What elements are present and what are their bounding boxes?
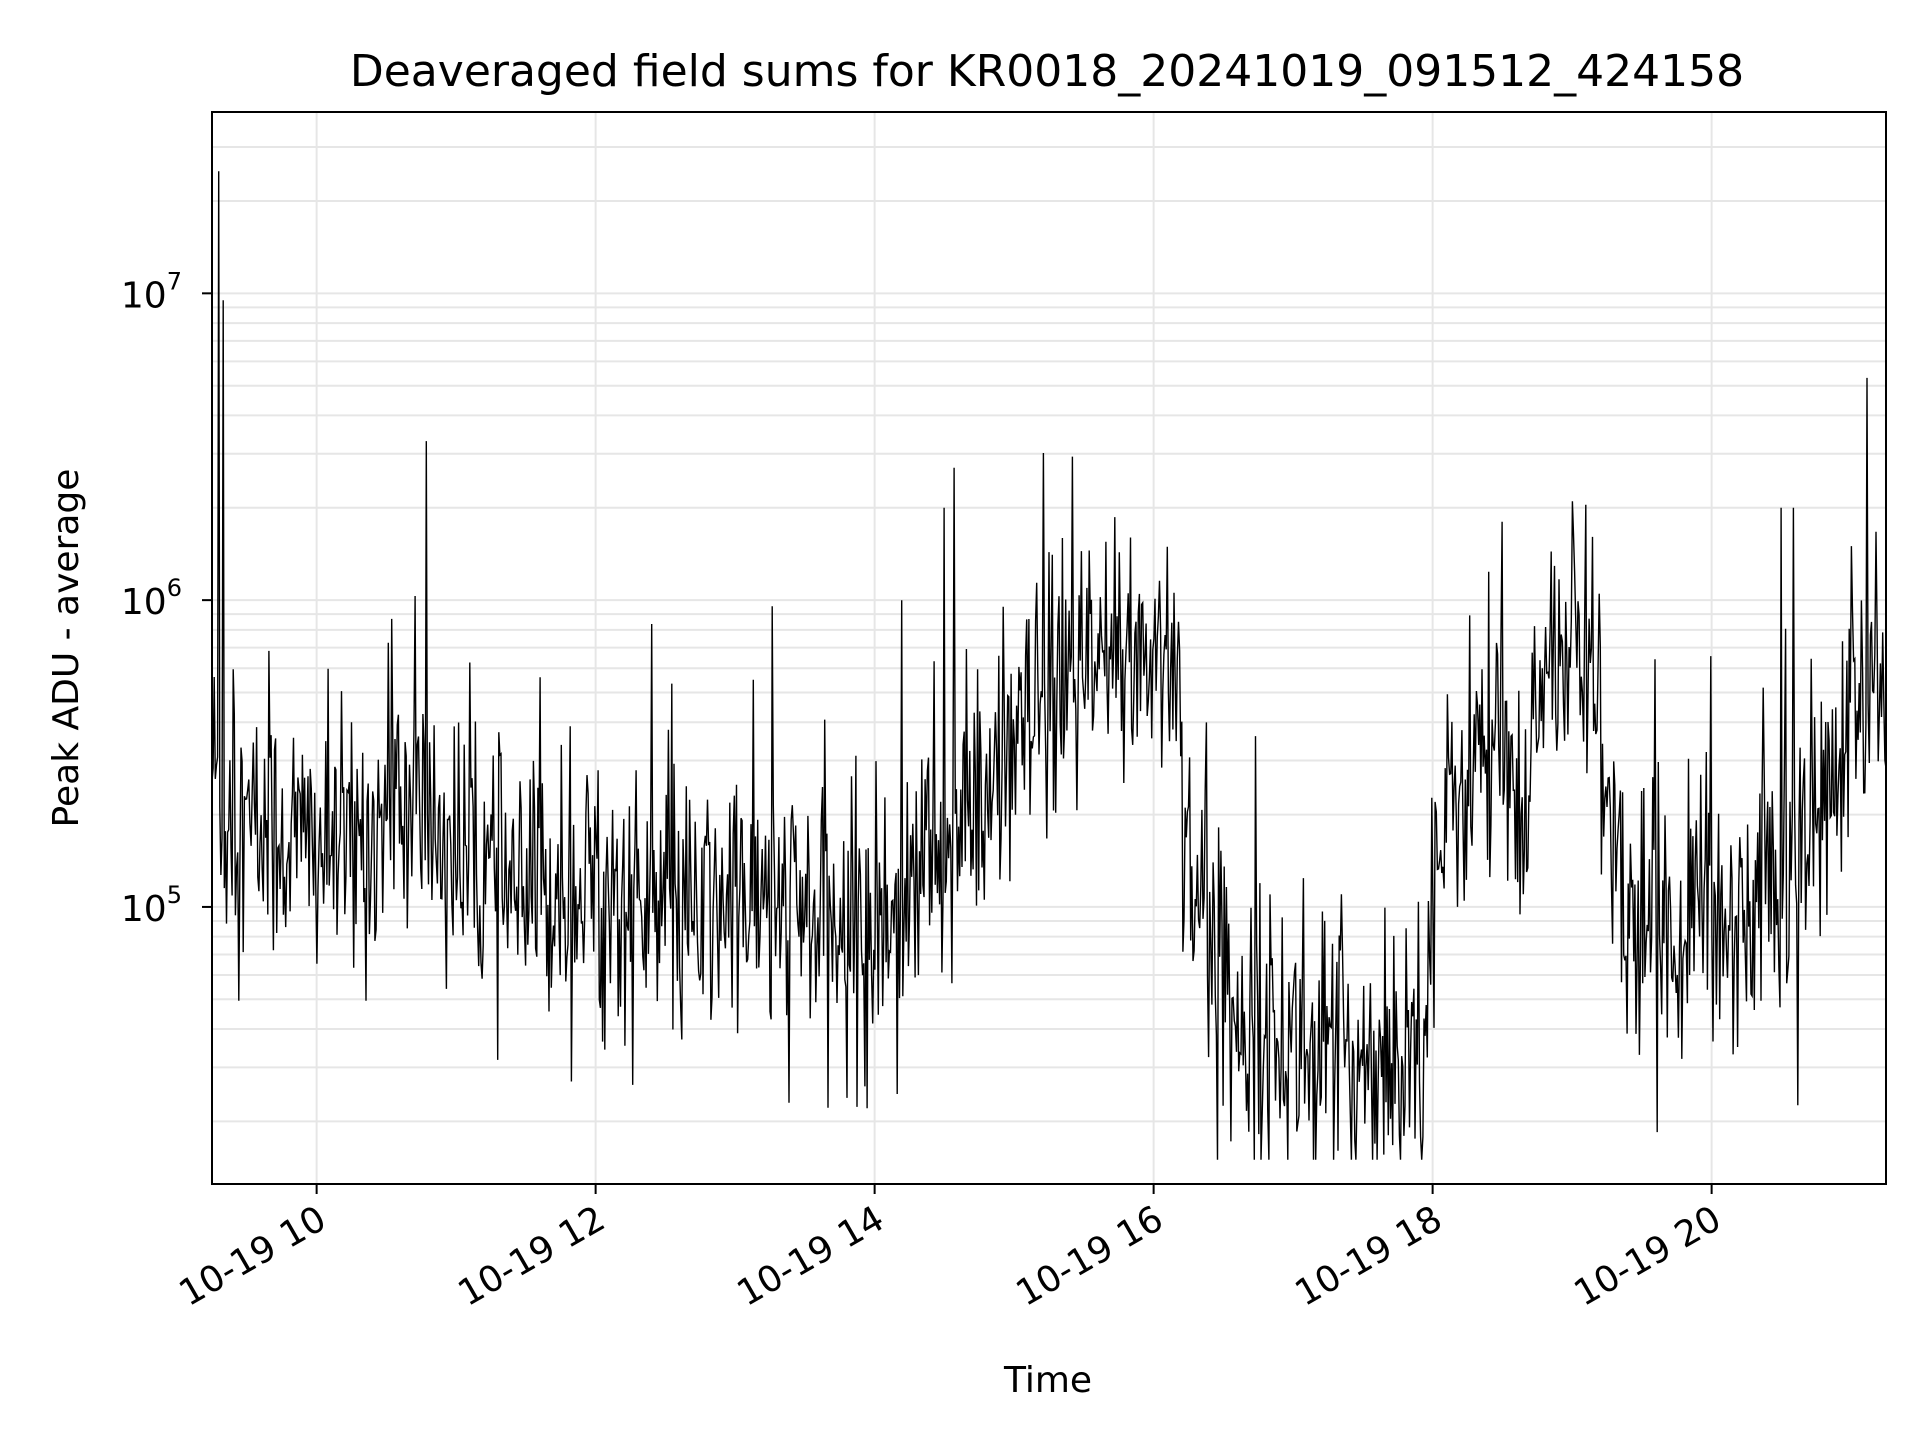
y-axis-label: Peak ADU - average (46, 469, 87, 828)
plot-area (211, 171, 1887, 1160)
plot-frame (211, 111, 1887, 1185)
y-tick-label-2: 107 (121, 267, 182, 316)
x-axis-label: Time (1003, 1360, 1092, 1401)
y-tick-label-0: 105 (121, 881, 182, 930)
y-tick-label-1: 106 (121, 574, 182, 623)
series-line-0 (211, 171, 1887, 1160)
chart-title: Deaveraged field sums for KR0018_2024101… (350, 46, 1744, 97)
